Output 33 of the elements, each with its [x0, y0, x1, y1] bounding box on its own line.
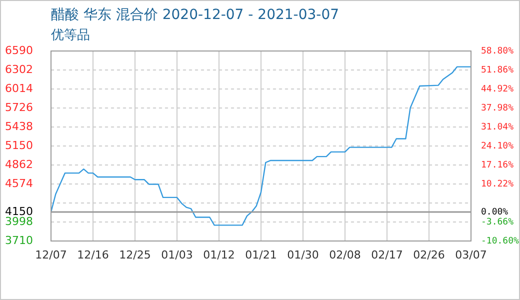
x-tick-label: 03/07: [455, 248, 487, 262]
x-tick-label: 12/16: [77, 248, 109, 262]
x-tick-label: 02/17: [371, 248, 403, 262]
y2-tick-label: 51.86%: [481, 65, 514, 76]
y-tick-label: 3710: [5, 234, 33, 247]
y-tick-label: 4862: [5, 158, 33, 171]
y-tick-label: 6302: [5, 62, 33, 76]
y2-tick-label: 31.04%: [481, 122, 514, 132]
y-tick-label: 6014: [5, 82, 33, 95]
y-tick-label: 5726: [5, 100, 33, 114]
y-tick-label: 4574: [5, 176, 33, 190]
y2-tick-label: 24.10%: [481, 141, 514, 152]
y2-tick-label: 58.80%: [481, 46, 514, 56]
chart-subtitle: 优等品: [51, 27, 90, 44]
x-tick-label: 01/03: [161, 248, 193, 262]
y-tick-label: 5438: [5, 120, 33, 133]
x-tick-label: 02/08: [329, 248, 361, 262]
y-tick-label: 6590: [5, 44, 33, 57]
y2-tick-label: 10.22%: [481, 179, 514, 190]
y-tick-label: 5150: [5, 138, 33, 152]
y2-tick-label: 37.98%: [481, 103, 514, 114]
chart-title: 醋酸 华东 混合价 2020-12-07 - 2021-03-07: [51, 6, 340, 24]
y2-tick-label: -10.60%: [481, 236, 520, 246]
y2-tick-label: 17.16%: [481, 160, 514, 170]
x-tick-label: 01/12: [203, 248, 235, 262]
x-tick-label: 02/26: [413, 248, 445, 262]
x-tick-label: 01/30: [287, 248, 319, 262]
y2-tick-label: 0.00%: [481, 207, 509, 218]
x-tick-label: 12/25: [119, 248, 151, 262]
y2-tick-label: 44.92%: [481, 84, 514, 94]
y2-tick-label: -3.66%: [481, 217, 514, 228]
x-tick-label: 12/07: [35, 248, 67, 262]
x-tick-label: 01/21: [245, 248, 277, 262]
